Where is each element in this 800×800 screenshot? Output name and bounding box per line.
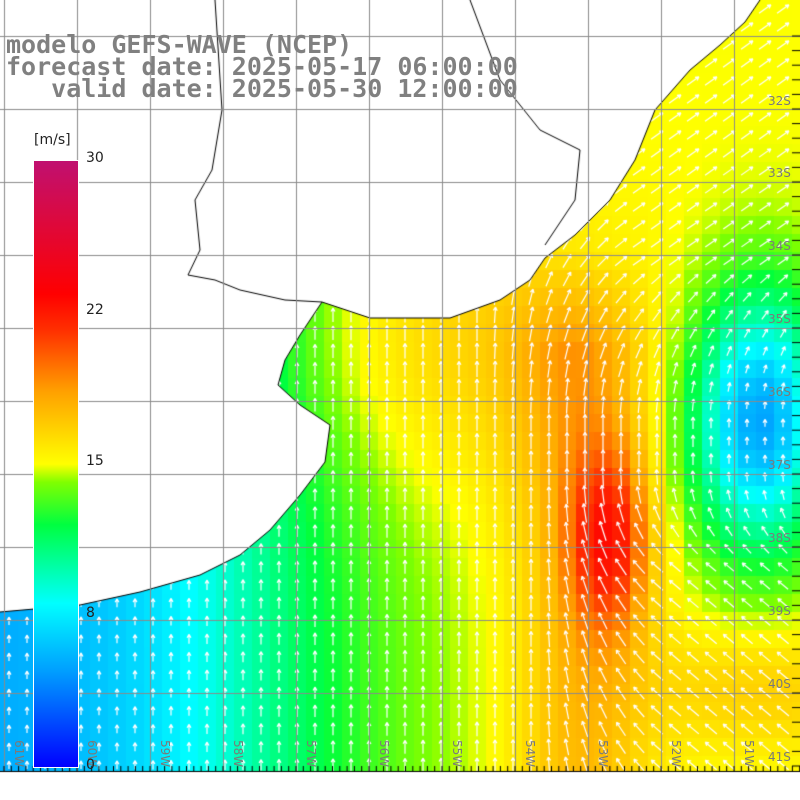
lon-label: 54W [523, 740, 537, 768]
colorbar [33, 160, 79, 768]
lon-label: 57W [304, 740, 318, 768]
lat-label: 40S [768, 677, 791, 691]
colorbar-label: 15 [86, 453, 104, 469]
lat-label: 37S [768, 458, 791, 472]
lon-label: 56W [377, 740, 391, 768]
lon-label: 59W [158, 740, 172, 768]
title-model: modelo GEFS-WAVE (NCEP) [6, 30, 353, 59]
lat-label: 32S [768, 94, 791, 108]
colorbar-units: [m/s] [34, 132, 71, 148]
lon-label: 58W [231, 740, 245, 768]
colorbar-label: 8 [86, 605, 95, 621]
colorbar-label: 30 [86, 150, 104, 166]
title-forecast-date: forecast date: 2025-05-17 06:00:00 [6, 52, 518, 81]
lat-label: 41S [768, 750, 791, 764]
lon-label: 52W [669, 740, 683, 768]
lon-label: 51W [742, 740, 756, 768]
colorbar-label: 22 [86, 302, 104, 318]
lat-label: 36S [768, 385, 791, 399]
lat-label: 35S [768, 312, 791, 326]
lon-label: 61W [12, 740, 26, 768]
title-valid-date: valid date: 2025-05-30 12:00:00 [6, 74, 518, 103]
lon-label: 55W [450, 740, 464, 768]
lon-label: 53W [596, 740, 610, 768]
lat-label: 34S [768, 239, 791, 253]
lat-label: 39S [768, 604, 791, 618]
colorbar-label: 0 [86, 757, 95, 773]
lat-label: 38S [768, 531, 791, 545]
lat-label: 33S [768, 166, 791, 180]
